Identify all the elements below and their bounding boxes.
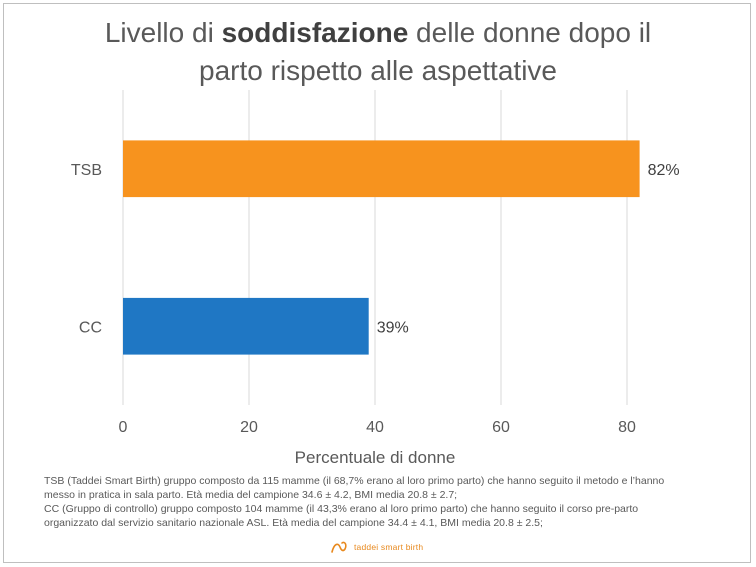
chart-caption: TSB (Taddei Smart Birth) gruppo composto…: [44, 474, 734, 530]
chart-frame: [3, 3, 751, 563]
bar-tsb: [123, 140, 640, 198]
logo-swirl-icon: [331, 541, 347, 553]
x-tick-label-20: 20: [240, 419, 258, 436]
title-suffix: delle donne dopo il: [408, 17, 652, 48]
x-tick-label-80: 80: [618, 419, 636, 436]
logo-text: taddei smart birth: [354, 542, 424, 552]
caption-line-3: CC (Gruppo di controllo) gruppo composto…: [44, 503, 639, 515]
category-label-tsb: TSB: [71, 162, 102, 179]
x-tick-label-0: 0: [119, 419, 128, 436]
caption-line-1: TSB (Taddei Smart Birth) gruppo composto…: [44, 475, 665, 487]
x-axis-title: Percentuale di donne: [295, 448, 456, 467]
x-tick-label-40: 40: [366, 419, 384, 436]
brand-logo: taddei smart birth: [331, 538, 423, 556]
title-prefix: Livello di: [104, 17, 222, 48]
x-tick-label-60: 60: [492, 419, 510, 436]
caption-line-4: organizzato dal servizio sanitario nazio…: [44, 517, 543, 529]
title-bold: soddisfazione: [221, 17, 409, 48]
category-label-cc: CC: [79, 319, 102, 336]
bar-cc: [123, 297, 369, 355]
data-label-cc: 39%: [377, 319, 409, 336]
chart-title-line2: parto rispetto alle aspettative: [199, 55, 557, 86]
chart-title: Livello di soddisfazione delle donne dop…: [0, 14, 756, 90]
data-label-tsb: 82%: [648, 162, 680, 179]
caption-line-2: messo in pratica in sala parto. Età medi…: [44, 489, 458, 501]
chart-title-line1: Livello di soddisfazione delle donne dop…: [0, 14, 756, 52]
